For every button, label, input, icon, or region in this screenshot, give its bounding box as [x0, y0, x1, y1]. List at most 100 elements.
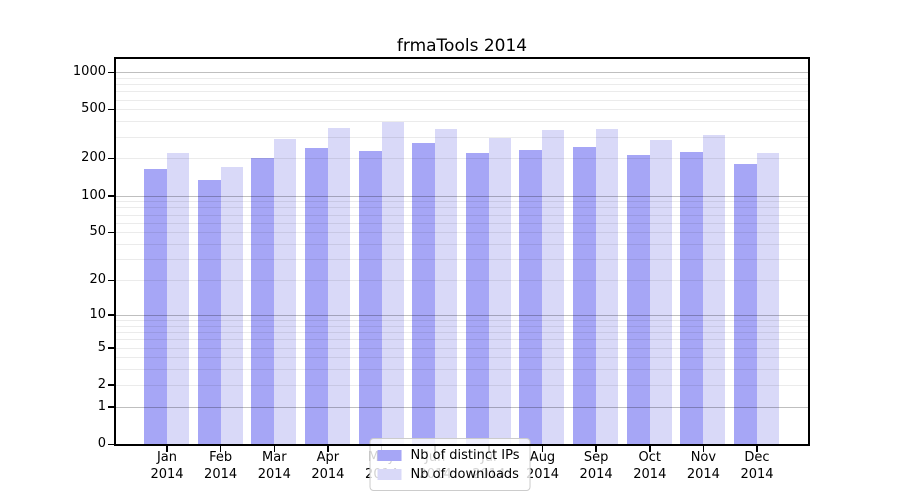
gridline-minor	[116, 280, 808, 282]
x-tick-label: Feb 2014	[204, 450, 238, 482]
bar-distinct-ips	[412, 143, 436, 444]
x-tick	[756, 446, 758, 452]
x-tick	[649, 446, 651, 452]
gridline-major	[116, 72, 808, 73]
bar-distinct-ips	[573, 146, 597, 444]
legend-swatch-distinct-ips	[377, 449, 402, 461]
x-tick	[219, 446, 222, 452]
y-tick-label: 0	[97, 436, 106, 451]
gridline-minor	[116, 136, 808, 138]
y-tick-label: 2	[97, 376, 106, 392]
y-tick	[108, 279, 114, 282]
gridline-minor	[116, 244, 808, 245]
x-tick-label: Dec 2014	[740, 450, 774, 482]
bar-distinct-ips	[304, 147, 328, 444]
gridline-minor	[116, 158, 808, 160]
gridline-minor	[116, 91, 808, 93]
y-tick	[108, 347, 114, 349]
gridline-minor	[116, 121, 808, 123]
bar-distinct-ips	[626, 154, 650, 444]
x-tick-label: Mar 2014	[257, 450, 291, 482]
bar-distinct-ips	[734, 164, 758, 444]
bar-downloads	[703, 134, 726, 444]
gridline-minor	[116, 259, 808, 261]
y-tick-label: 100	[81, 187, 106, 203]
gridline-minor	[116, 222, 808, 224]
y-tick	[108, 108, 114, 111]
bar-downloads	[167, 153, 189, 444]
y-tick	[108, 231, 114, 234]
bar-distinct-ips	[519, 149, 543, 444]
gridline-minor	[116, 325, 808, 327]
gridline-major	[116, 195, 808, 197]
bar-downloads	[274, 138, 297, 444]
y-tick-label: 1	[97, 398, 106, 414]
bar-downloads	[757, 153, 780, 444]
x-tick-label: Jan 2014	[150, 450, 184, 482]
x-tick	[166, 446, 168, 452]
bar-downloads	[488, 137, 511, 444]
x-tick-label: Aug 2014	[525, 450, 560, 482]
x-tick	[702, 446, 705, 452]
chart-title: frmaTools 2014	[396, 36, 528, 56]
bar-distinct-ips	[465, 153, 489, 444]
x-tick-label: Apr 2014	[311, 450, 345, 482]
x-tick-label: Oct 2014	[633, 450, 667, 482]
gridline-minor	[116, 332, 808, 333]
legend-swatch-downloads	[377, 468, 402, 480]
y-tick	[108, 314, 114, 316]
gridline-minor	[116, 347, 808, 349]
gridline-minor	[116, 339, 808, 341]
y-tick	[108, 443, 114, 445]
gridline-minor	[116, 109, 808, 111]
x-tick-label: Sep 2014	[579, 450, 613, 482]
gridline-major	[116, 314, 808, 316]
x-tick-label: Nov 2014	[686, 450, 720, 482]
y-tick-label: 5	[97, 339, 106, 355]
x-tick	[541, 446, 544, 452]
bar-distinct-ips	[197, 179, 221, 444]
legend-item-downloads: Nb of downloads	[377, 465, 520, 483]
bar-downloads	[327, 127, 350, 444]
bar-distinct-ips	[358, 151, 382, 444]
bar-distinct-ips	[680, 152, 704, 444]
gridline-minor	[116, 77, 808, 79]
y-tick-label: 10	[89, 306, 106, 322]
bar-distinct-ips	[144, 168, 167, 444]
plot-area	[116, 59, 808, 444]
gridline-minor	[116, 201, 808, 203]
gridline-minor	[116, 214, 808, 216]
bar-downloads	[649, 140, 672, 444]
legend: Nb of distinct IPs Nb of downloads	[369, 438, 531, 491]
legend-item-distinct-ips: Nb of distinct IPs	[377, 446, 519, 464]
y-tick	[108, 71, 114, 73]
x-tick	[327, 446, 329, 452]
y-tick-label: 500	[81, 101, 106, 117]
y-tick	[108, 157, 114, 160]
gridline-minor	[116, 369, 808, 371]
y-tick	[108, 195, 114, 197]
y-tick-label: 200	[81, 150, 106, 166]
bar-distinct-ips	[251, 158, 275, 444]
legend-label-downloads: Nb of downloads	[410, 466, 519, 482]
bar-downloads	[381, 121, 404, 444]
y-tick-label: 1000	[72, 64, 106, 79]
gridline-minor	[116, 384, 808, 386]
y-tick-label: 50	[89, 224, 106, 240]
gridline-minor	[116, 207, 808, 209]
x-tick	[273, 446, 275, 452]
bar-downloads	[542, 130, 565, 444]
gridline-minor	[116, 357, 808, 359]
y-tick	[108, 384, 114, 386]
x-tick	[595, 446, 597, 452]
gridline-major	[116, 406, 808, 408]
gridline-minor	[116, 99, 808, 101]
gridline-minor	[116, 232, 808, 234]
bar-downloads	[596, 128, 619, 444]
bar-downloads	[435, 129, 458, 444]
bar-downloads	[220, 167, 243, 444]
y-tick	[108, 406, 114, 408]
gridline-minor	[116, 84, 808, 85]
gridline-minor	[116, 320, 808, 321]
